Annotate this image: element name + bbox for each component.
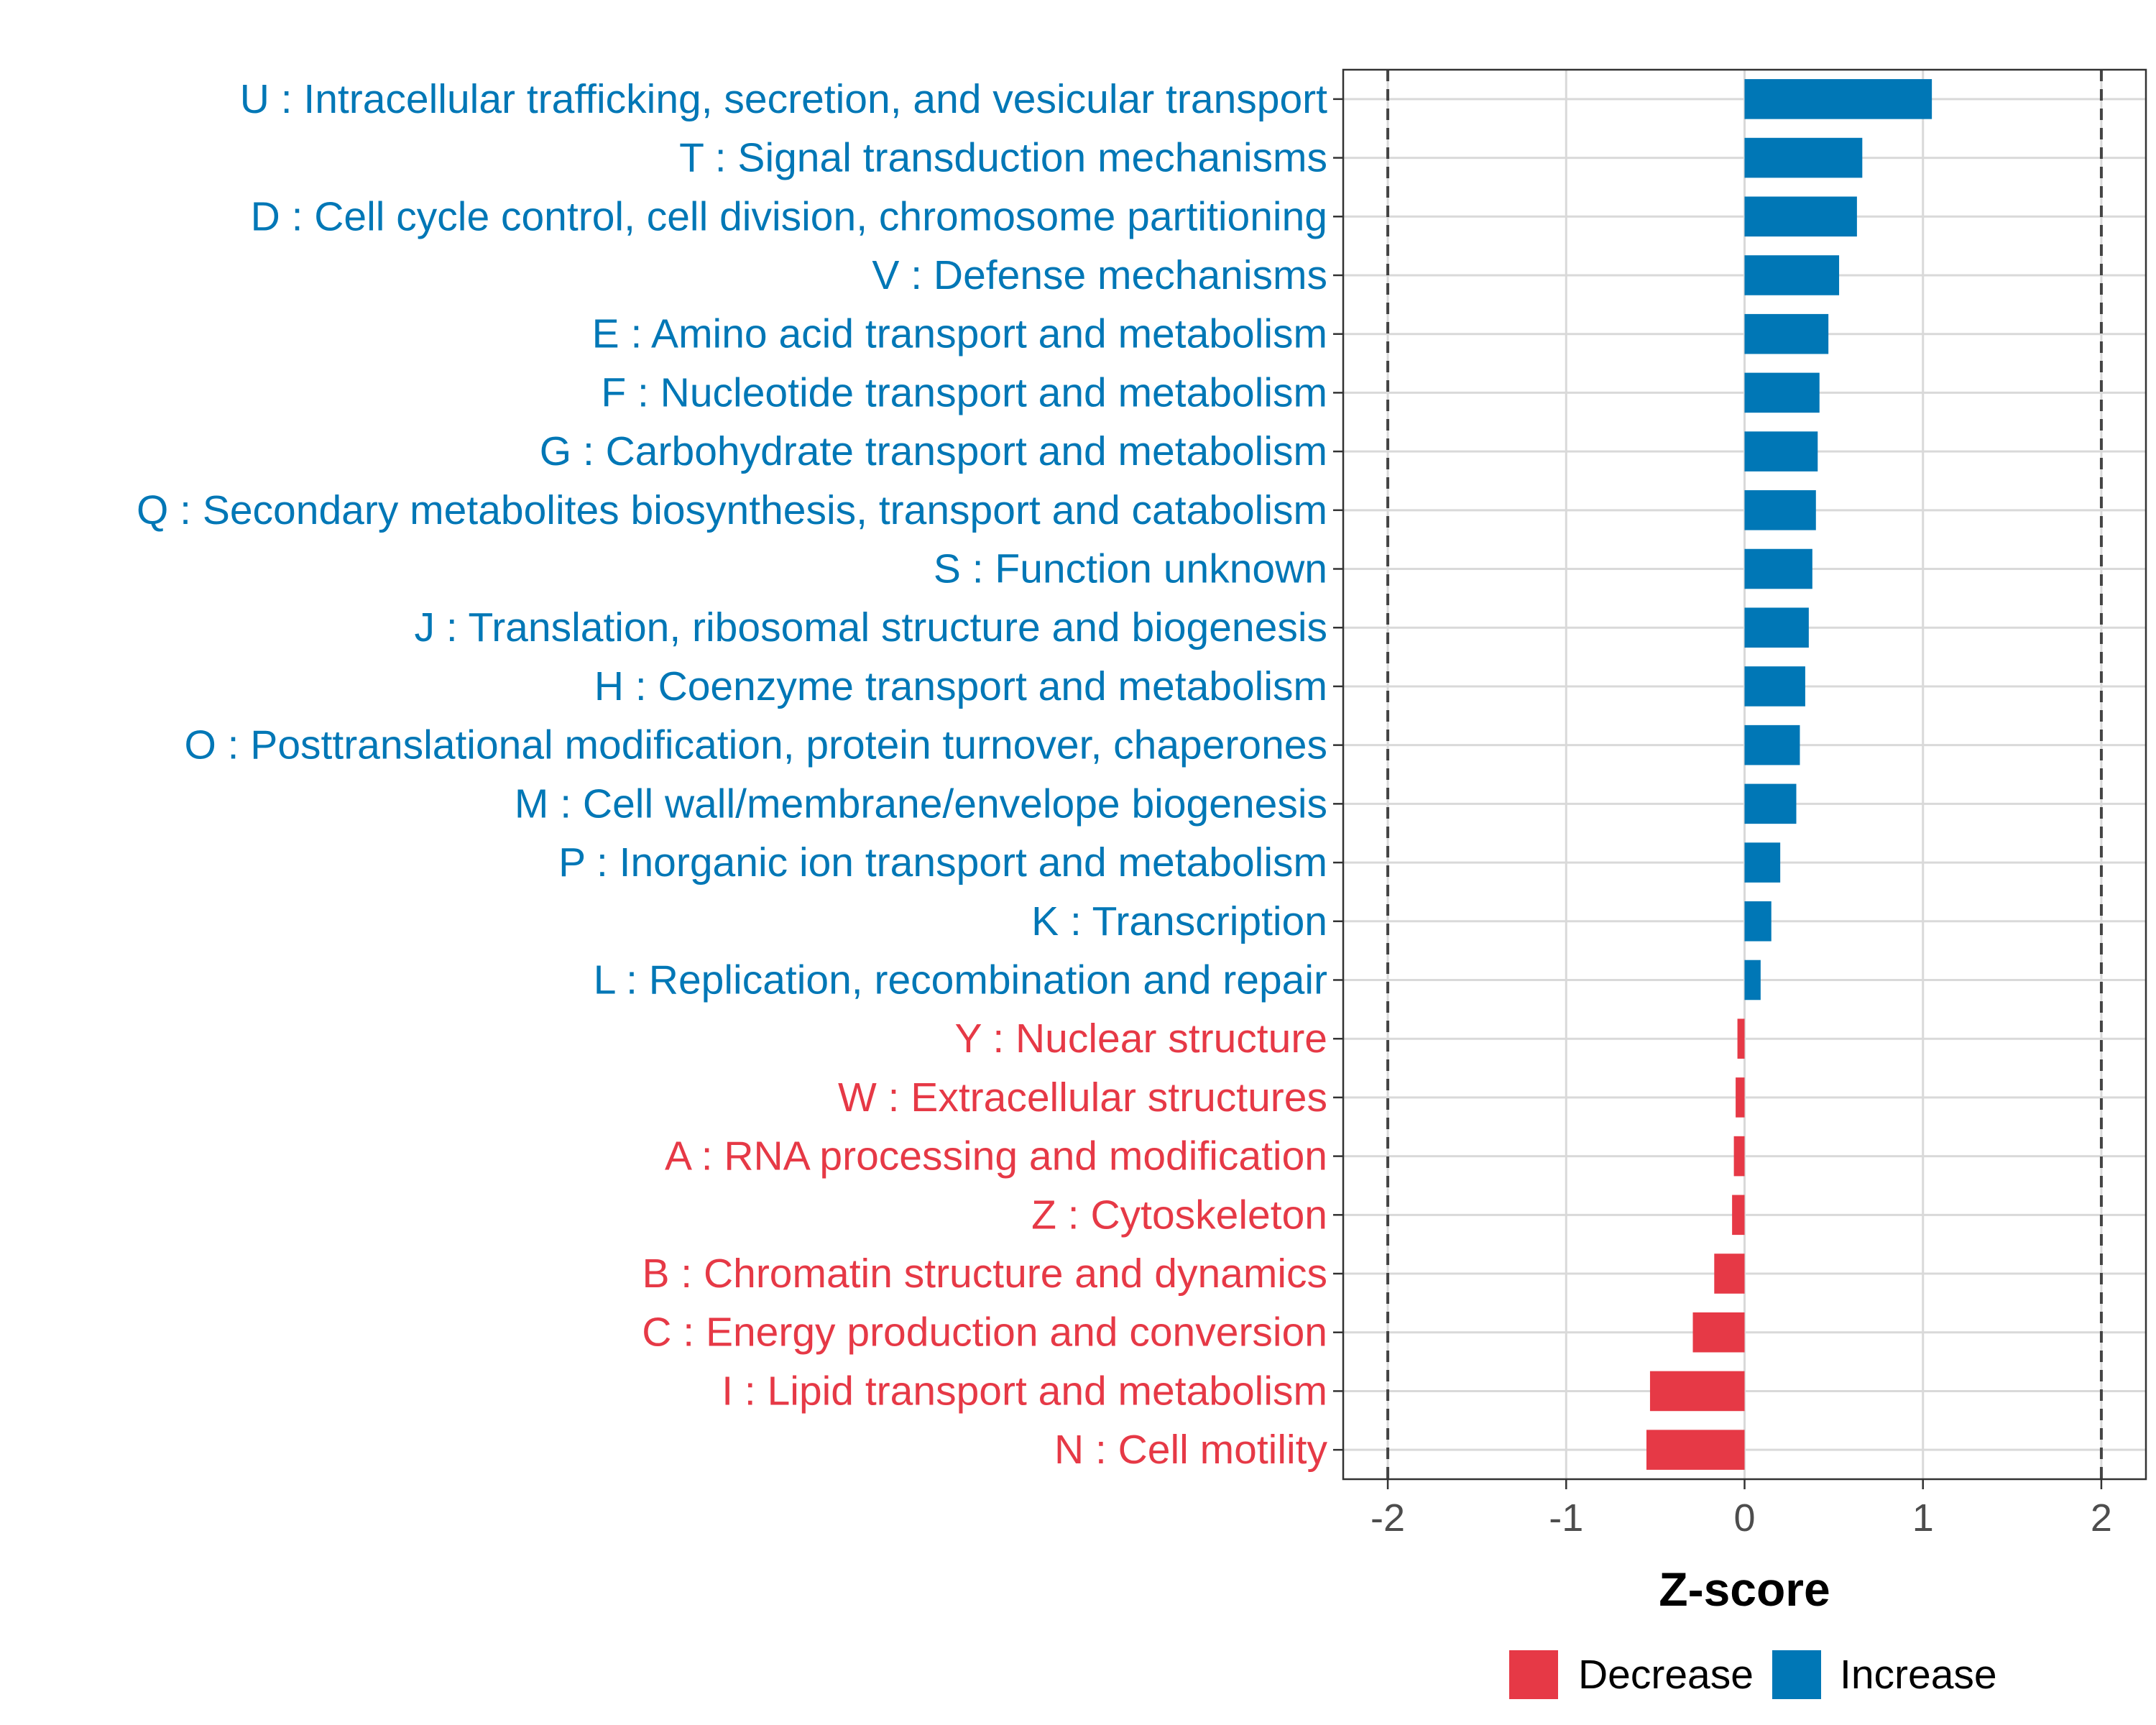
category-label: Z : Cytoskeleton xyxy=(1031,1192,1327,1238)
x-tick-label: 0 xyxy=(1733,1496,1755,1540)
bar xyxy=(1733,1136,1745,1177)
legend-label: Increase xyxy=(1840,1652,1997,1698)
x-tick-label: -1 xyxy=(1549,1496,1583,1540)
bar xyxy=(1744,842,1781,883)
bar xyxy=(1744,960,1761,1000)
bar xyxy=(1744,431,1818,472)
category-label: D : Cell cycle control, cell division, c… xyxy=(251,193,1327,239)
x-axis-title: Z-score xyxy=(1659,1563,1830,1616)
category-label: F : Nucleotide transport and metabolism xyxy=(601,369,1327,415)
category-label: W : Extracellular structures xyxy=(838,1075,1327,1121)
bar xyxy=(1744,196,1857,237)
legend-swatch xyxy=(1772,1650,1821,1699)
bar xyxy=(1692,1312,1745,1353)
category-label: T : Signal transduction mechanisms xyxy=(679,135,1327,181)
bar xyxy=(1744,724,1800,765)
bar xyxy=(1744,666,1805,707)
category-label: L : Replication, recombination and repai… xyxy=(594,957,1327,1003)
category-label: J : Translation, ribosomal structure and… xyxy=(415,604,1327,650)
category-label: M : Cell wall/membrane/envelope biogenes… xyxy=(515,781,1327,827)
category-label: K : Transcription xyxy=(1031,898,1327,944)
category-label: V : Defense mechanisms xyxy=(872,252,1327,298)
category-label: P : Inorganic ion transport and metaboli… xyxy=(558,840,1327,886)
bar xyxy=(1714,1254,1745,1294)
bar xyxy=(1744,372,1820,413)
bar xyxy=(1744,548,1812,589)
category-label: E : Amino acid transport and metabolism xyxy=(592,311,1327,357)
legend-swatch xyxy=(1509,1650,1558,1699)
bar xyxy=(1744,607,1809,648)
bar xyxy=(1649,1371,1745,1412)
legend-label: Decrease xyxy=(1578,1652,1754,1698)
category-label: H : Coenzyme transport and metabolism xyxy=(594,663,1327,709)
category-label: U : Intracellular trafficking, secretion… xyxy=(240,76,1327,122)
category-label: Y : Nuclear structure xyxy=(955,1016,1327,1062)
category-label: Q : Secondary metabolites biosynthesis, … xyxy=(137,487,1327,533)
category-label: O : Posttranslational modification, prot… xyxy=(184,722,1327,768)
category-label: B : Chromatin structure and dynamics xyxy=(642,1251,1327,1297)
category-label: G : Carbohydrate transport and metabolis… xyxy=(540,428,1327,474)
bar xyxy=(1744,255,1840,295)
category-label: S : Function unknown xyxy=(934,546,1327,592)
bar xyxy=(1744,901,1772,942)
x-tick-label: -2 xyxy=(1370,1496,1405,1540)
bar xyxy=(1732,1195,1745,1236)
bar xyxy=(1744,783,1797,824)
bar xyxy=(1736,1077,1745,1118)
x-tick-label: 1 xyxy=(1912,1496,1934,1540)
x-tick-label: 2 xyxy=(2091,1496,2112,1540)
bar xyxy=(1737,1018,1745,1059)
bar xyxy=(1646,1430,1745,1470)
category-label: C : Energy production and conversion xyxy=(642,1310,1327,1356)
bar xyxy=(1744,313,1829,354)
bar xyxy=(1744,490,1816,530)
category-label: N : Cell motility xyxy=(1054,1427,1328,1473)
bar xyxy=(1744,79,1932,119)
category-label: A : RNA processing and modification xyxy=(665,1133,1327,1179)
bar xyxy=(1744,137,1863,178)
category-label: I : Lipid transport and metabolism xyxy=(722,1368,1327,1414)
